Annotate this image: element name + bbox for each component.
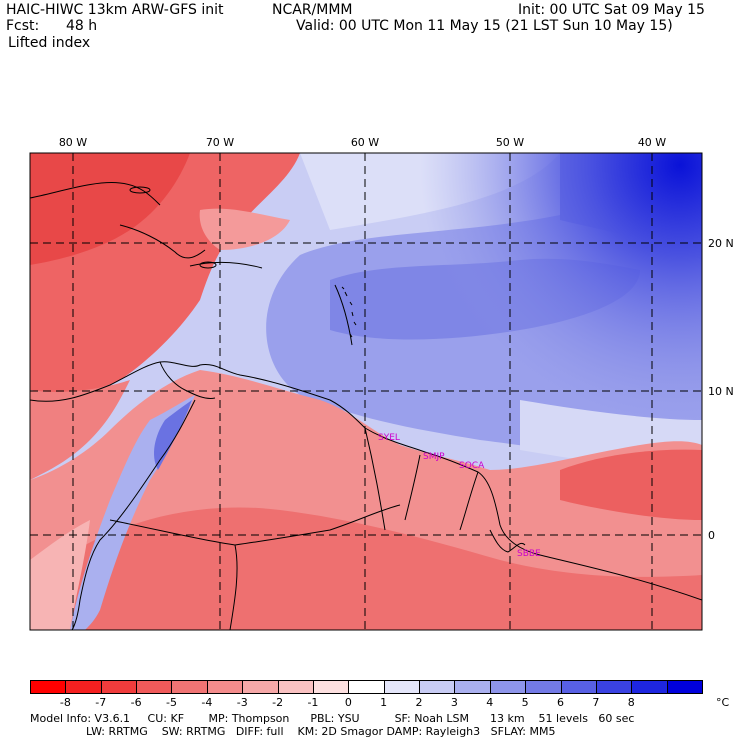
- latitude-labels: 20 N 10 N 0: [708, 237, 734, 542]
- colorbar-tick-label: -5: [165, 696, 177, 709]
- coastlines: [30, 182, 702, 630]
- colorbar-swatch: [242, 680, 279, 694]
- colorbar-swatch: [489, 680, 527, 694]
- map-field: SYEL SMJP SOCA SBBE: [30, 153, 702, 630]
- colorbar-tick-label: -4: [201, 696, 213, 709]
- init-time: Init: 00 UTC Sat 09 May 15: [518, 2, 705, 18]
- lon-label: 50 W: [496, 136, 524, 149]
- lon-label: 80 W: [59, 136, 87, 149]
- forecast-hour: 48 h: [66, 18, 98, 34]
- colorbar-tick-label: -3: [236, 696, 248, 709]
- colorbar-swatch: [666, 680, 703, 694]
- colorbar-unit: °C: [716, 696, 730, 709]
- colorbar-swatch: [525, 680, 562, 694]
- station-label: SYEL: [378, 433, 400, 443]
- lon-label: 70 W: [206, 136, 234, 149]
- org-label: NCAR/MMM: [272, 2, 353, 18]
- model-info-line-1: Model Info: V3.6.1 CU: KF MP: Thompson P…: [30, 712, 635, 725]
- colorbar-swatch: [595, 680, 633, 694]
- colorbar-tick-label: 5: [521, 696, 529, 709]
- colorbar-swatch: [348, 680, 385, 694]
- lat-lon-grid: [30, 153, 702, 630]
- colorbar-swatch: [312, 680, 350, 694]
- colorbar-swatch: [100, 680, 138, 694]
- longitude-labels: 80 W 70 W 60 W 50 W 40 W: [59, 136, 666, 149]
- station-label: SBBE: [517, 549, 541, 559]
- island-chain: [129, 186, 357, 338]
- colorbar-swatch: [206, 680, 244, 694]
- colorbar-swatch: [30, 680, 67, 694]
- lon-label: 60 W: [351, 136, 379, 149]
- colorbar-swatch: [171, 680, 208, 694]
- colorbar-swatch: [277, 680, 314, 694]
- colorbar-tick-label: -7: [95, 696, 107, 709]
- station-label: SMJP: [423, 452, 445, 462]
- forecast-label: Fcst:: [6, 18, 40, 34]
- colorbar-swatch: [454, 680, 491, 694]
- colorbar-swatch: [65, 680, 102, 694]
- colorbar-tick-label: 8: [627, 696, 635, 709]
- lat-label: 20 N: [708, 237, 734, 250]
- colorbar-swatch: [383, 680, 421, 694]
- field-name: Lifted index: [8, 35, 91, 51]
- lon-label: 40 W: [638, 136, 666, 149]
- colorbar-tick-label: -2: [272, 696, 284, 709]
- model-title: HAIC-HIWC 13km ARW-GFS init: [6, 2, 224, 18]
- lat-label: 10 N: [708, 385, 734, 398]
- colorbar-tick-label: 2: [415, 696, 423, 709]
- colorbar-tick-label: 0: [344, 696, 352, 709]
- station-label: SOCA: [459, 461, 485, 471]
- colorbar-swatch: [136, 680, 173, 694]
- station-labels: SYEL SMJP SOCA SBBE: [378, 433, 541, 559]
- colorbar-swatch: [419, 680, 456, 694]
- map-frame: [29, 152, 703, 631]
- lat-label: 0: [708, 529, 715, 542]
- valid-time: Valid: 00 UTC Mon 11 May 15 (21 LST Sun …: [296, 18, 673, 34]
- model-info-line-2: LW: RRTMG SW: RRTMG DIFF: full KM: 2D Sm…: [30, 725, 556, 738]
- colorbar-swatch: [560, 680, 597, 694]
- colorbar-tick-label: 7: [592, 696, 600, 709]
- colorbar-tick-label: -1: [307, 696, 319, 709]
- colorbar-tick-label: 6: [557, 696, 565, 709]
- colorbar-swatch: [631, 680, 668, 694]
- colorbar-tick-label: 4: [486, 696, 494, 709]
- colorbar-tick-label: -6: [130, 696, 142, 709]
- colorbar-tick-label: 1: [380, 696, 388, 709]
- colorbar-tick-label: -8: [59, 696, 71, 709]
- colorbar-tick-label: 3: [450, 696, 458, 709]
